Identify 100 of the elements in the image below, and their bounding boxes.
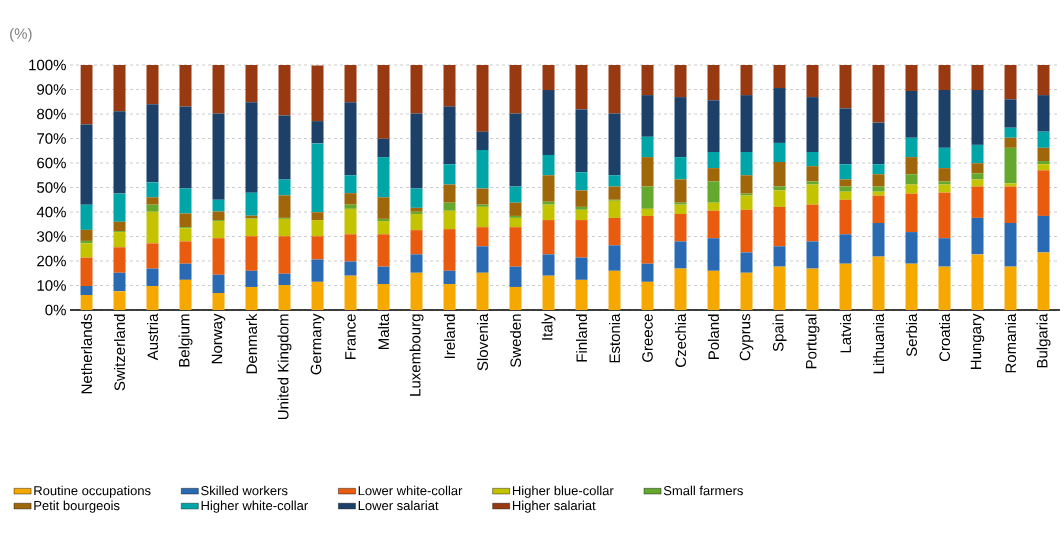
legend-label: Small farmers xyxy=(663,485,743,496)
bar xyxy=(806,184,819,205)
bar xyxy=(212,113,225,200)
bar xyxy=(872,122,885,165)
bar xyxy=(113,221,126,232)
bar xyxy=(773,206,786,247)
bar xyxy=(212,211,225,221)
bar xyxy=(575,257,588,280)
legend-label: Higher white-collar xyxy=(201,500,308,513)
bar xyxy=(740,195,753,210)
x-tick-label: Greece xyxy=(642,314,653,362)
bar xyxy=(641,136,654,158)
bar xyxy=(938,147,951,169)
bar xyxy=(608,65,621,114)
x-tick-label: Denmark xyxy=(246,313,258,374)
bar xyxy=(443,65,456,107)
bar xyxy=(938,65,951,90)
x-tick-label: Poland xyxy=(708,314,720,360)
bar xyxy=(410,211,423,214)
bar xyxy=(608,113,621,176)
bar xyxy=(773,162,786,187)
bar xyxy=(146,182,159,198)
y-tick-label: 30% xyxy=(37,231,66,242)
bar xyxy=(377,197,390,219)
x-tick-label: Lithuania xyxy=(873,313,885,374)
bar xyxy=(575,220,588,258)
bar xyxy=(575,65,588,110)
bar xyxy=(1004,65,1017,100)
bar xyxy=(1004,183,1017,187)
bar xyxy=(575,279,588,310)
bar xyxy=(839,186,852,192)
x-tick-label: Croatia xyxy=(939,313,951,362)
bar xyxy=(179,263,192,280)
bar xyxy=(641,95,654,137)
bar xyxy=(278,179,291,196)
bar xyxy=(113,232,126,248)
bar xyxy=(1004,266,1017,310)
bar xyxy=(674,65,687,98)
bar xyxy=(674,213,687,242)
bar xyxy=(905,90,918,138)
bar xyxy=(971,179,984,187)
bar xyxy=(773,65,786,89)
bar xyxy=(476,204,489,207)
bar xyxy=(1037,161,1050,165)
bar xyxy=(476,188,489,205)
bar xyxy=(1037,164,1050,171)
bar xyxy=(80,243,93,258)
bar xyxy=(839,65,852,109)
bar xyxy=(872,186,885,192)
bar xyxy=(1037,65,1050,96)
bar xyxy=(476,65,489,132)
y-tick-label: 100% xyxy=(29,59,66,71)
bar xyxy=(542,204,555,221)
bar xyxy=(641,186,654,209)
bar xyxy=(740,151,753,176)
x-tick-label: Latvia xyxy=(840,313,852,353)
bar xyxy=(410,65,423,114)
bar xyxy=(773,246,786,267)
bar xyxy=(509,227,522,267)
x-tick-label: Luxembourg xyxy=(409,314,424,396)
bar xyxy=(674,268,687,310)
bar xyxy=(113,291,126,310)
bar xyxy=(212,199,225,212)
bar xyxy=(113,247,126,273)
bar xyxy=(278,236,291,274)
bar xyxy=(443,184,456,203)
bar xyxy=(707,151,720,169)
bar xyxy=(971,186,984,218)
bar xyxy=(80,257,93,286)
bar xyxy=(740,175,753,194)
bar xyxy=(179,106,192,189)
bar xyxy=(212,221,225,239)
bar xyxy=(476,246,489,273)
bar xyxy=(773,266,786,310)
bar xyxy=(410,213,423,231)
bar xyxy=(542,254,555,276)
x-tick-label: France xyxy=(345,314,356,359)
bar xyxy=(674,179,687,203)
bar xyxy=(476,150,489,189)
x-tick-label: Bulgaria xyxy=(1036,313,1051,368)
bar xyxy=(377,65,390,139)
bar xyxy=(839,234,852,264)
bar xyxy=(344,275,357,310)
bar xyxy=(179,228,192,242)
bar xyxy=(707,168,720,182)
bar xyxy=(344,65,357,103)
bar xyxy=(509,286,522,310)
bar xyxy=(905,263,918,310)
bar xyxy=(311,281,324,310)
bar xyxy=(707,65,720,101)
bar xyxy=(872,223,885,257)
y-tick-label: 70% xyxy=(37,133,66,144)
bar xyxy=(938,192,951,239)
bar xyxy=(245,286,258,310)
bar xyxy=(113,272,126,292)
x-tick-label: Netherlands xyxy=(80,314,92,394)
bar xyxy=(344,204,357,209)
x-tick-label: United Kingdom xyxy=(277,314,292,420)
bar xyxy=(1004,137,1017,148)
bar xyxy=(1037,131,1050,148)
